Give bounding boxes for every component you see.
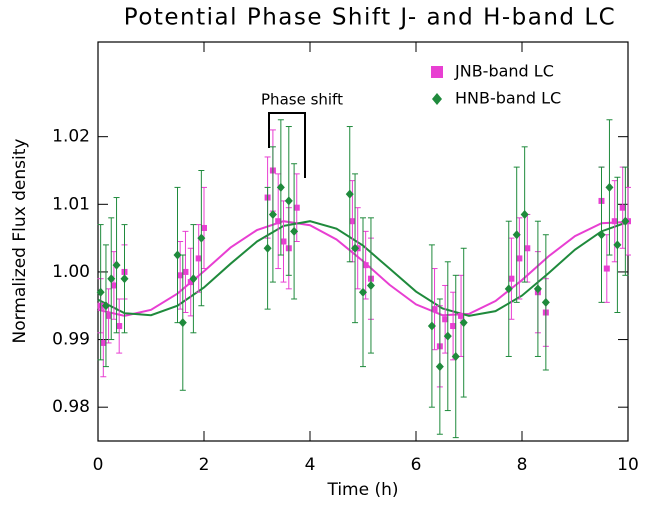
data-point bbox=[541, 297, 550, 307]
data-point bbox=[173, 250, 182, 260]
data-point bbox=[619, 204, 626, 211]
data-point bbox=[524, 245, 531, 252]
data-point bbox=[349, 218, 356, 225]
x-tick-label: 6 bbox=[411, 455, 422, 475]
y-tick-label: 1.02 bbox=[52, 127, 90, 147]
data-point bbox=[263, 243, 272, 253]
phase-shift-bracket bbox=[268, 112, 306, 178]
data-point bbox=[177, 272, 184, 279]
data-point bbox=[105, 312, 112, 319]
data-point bbox=[284, 196, 293, 206]
y-tick-label: 0.98 bbox=[52, 397, 90, 417]
data-point bbox=[504, 284, 513, 294]
data-point bbox=[603, 265, 610, 272]
data-point bbox=[187, 279, 194, 286]
data-point bbox=[431, 306, 438, 313]
data-point bbox=[178, 318, 187, 328]
data-point bbox=[110, 282, 117, 289]
data-point bbox=[512, 230, 521, 240]
data-point bbox=[351, 243, 360, 253]
y-tick-label: 0.99 bbox=[52, 330, 90, 350]
data-point bbox=[362, 262, 369, 269]
data-point bbox=[96, 287, 105, 297]
data-point bbox=[100, 339, 107, 346]
y-axis-title: Normalized Flux density bbox=[10, 139, 30, 344]
data-point bbox=[427, 321, 436, 331]
data-point bbox=[101, 301, 110, 311]
data-point bbox=[276, 182, 285, 192]
data-point bbox=[597, 230, 606, 240]
legend-label: HNB-band LC bbox=[455, 89, 561, 108]
data-point bbox=[293, 204, 300, 211]
x-tick-label: 0 bbox=[93, 455, 104, 475]
data-point bbox=[197, 233, 206, 243]
data-point bbox=[459, 318, 468, 328]
y-tick-label: 1.00 bbox=[52, 262, 90, 282]
data-point bbox=[112, 260, 121, 270]
data-point bbox=[451, 351, 460, 361]
legend-symbol bbox=[431, 66, 443, 78]
data-point bbox=[611, 218, 618, 225]
data-point bbox=[605, 182, 614, 192]
data-point bbox=[621, 216, 630, 226]
data-point bbox=[280, 238, 287, 245]
x-axis-title: Time (h) bbox=[326, 480, 398, 500]
data-point bbox=[359, 287, 367, 297]
data-point bbox=[508, 275, 515, 282]
legend-label: JNB-band LC bbox=[454, 62, 554, 81]
data-point bbox=[195, 255, 202, 262]
data-point bbox=[443, 331, 452, 341]
legend-symbol bbox=[432, 93, 442, 105]
data-point bbox=[450, 323, 457, 330]
data-point bbox=[268, 209, 277, 219]
data-point bbox=[458, 312, 465, 319]
data-point bbox=[613, 240, 622, 250]
x-tick-label: 4 bbox=[305, 455, 316, 475]
data-point bbox=[275, 218, 282, 225]
data-point bbox=[182, 268, 189, 275]
data-point bbox=[516, 255, 523, 262]
data-point bbox=[366, 280, 375, 290]
data-point bbox=[107, 274, 116, 284]
x-tick-label: 2 bbox=[199, 455, 210, 475]
data-point bbox=[520, 209, 529, 219]
chart-title: Potential Phase Shift J- and H-band LC bbox=[124, 5, 616, 31]
annotation: Phase shift bbox=[261, 91, 343, 109]
data-point bbox=[201, 224, 207, 231]
data-point bbox=[120, 274, 129, 284]
x-tick-label: 10 bbox=[617, 455, 639, 475]
data-point bbox=[533, 284, 542, 294]
y-tick-label: 1.01 bbox=[52, 194, 90, 214]
data-point bbox=[290, 226, 299, 236]
data-point bbox=[345, 189, 354, 199]
data-point bbox=[116, 323, 123, 330]
data-point bbox=[435, 362, 444, 372]
data-point bbox=[189, 274, 198, 284]
x-tick-label: 8 bbox=[517, 455, 528, 475]
data-point bbox=[442, 316, 449, 323]
